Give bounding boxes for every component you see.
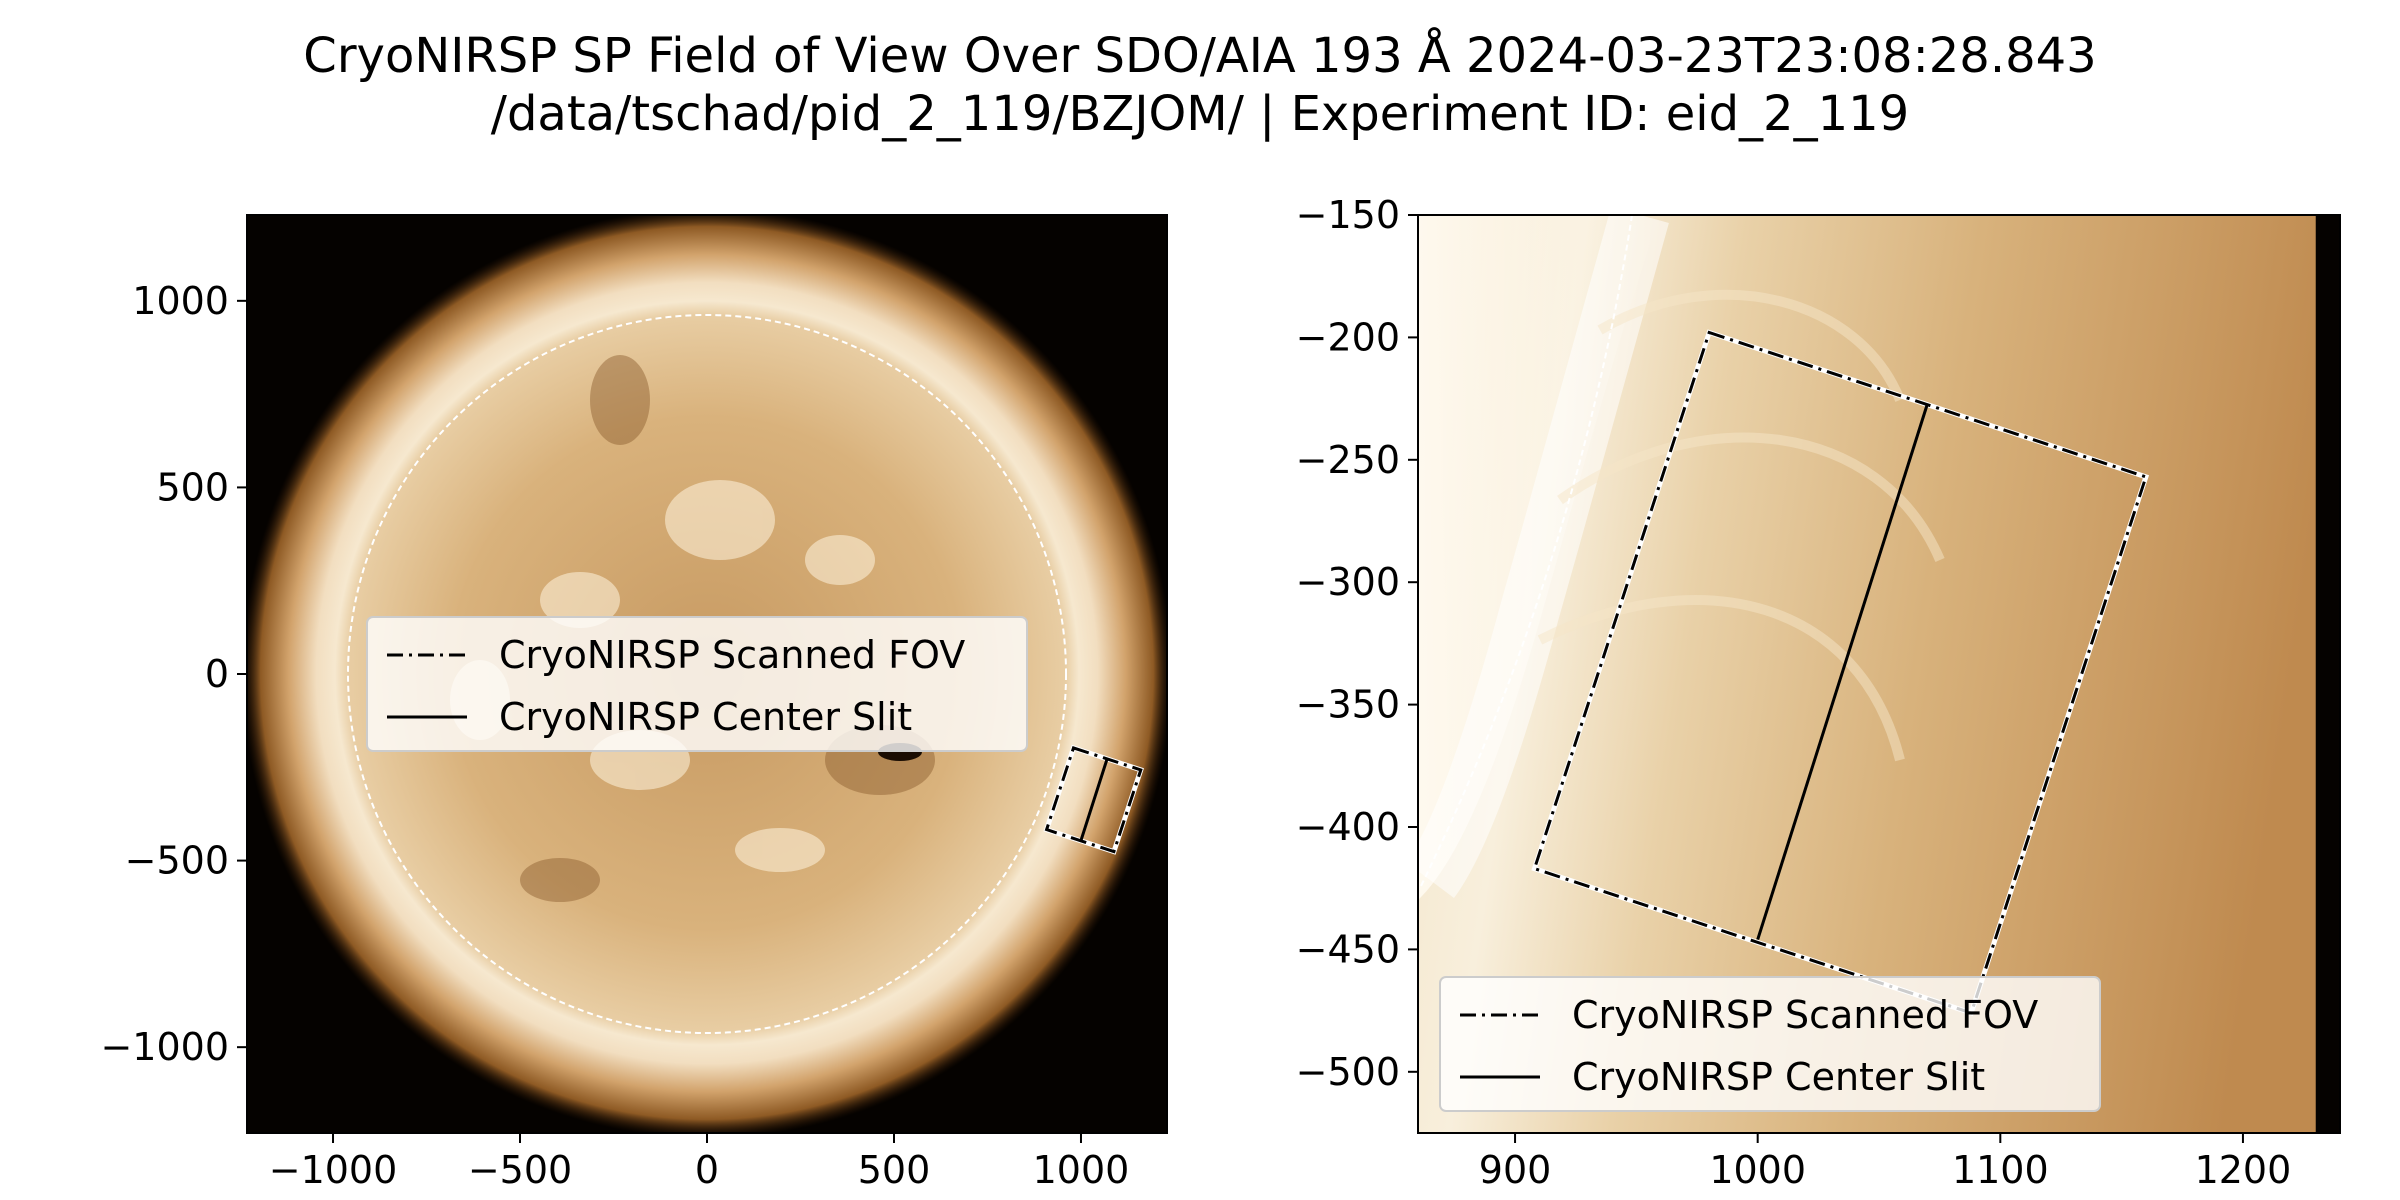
y-tick-label: −300	[1296, 560, 1400, 604]
right-axes: 900 1000 1100 1200 −500 −450 −400 −350 −300 −250 −…	[1296, 193, 2292, 1192]
solar-limb-arc	[1419, 214, 1633, 889]
zoom-panel: 900 1000 1100 1200 −500 −450 −400 −350 −300 −250 −…	[1296, 193, 2341, 1192]
limb-edge-glow	[1418, 215, 1669, 898]
y-tick-label: 1000	[132, 279, 229, 323]
left-axes: −1000 −500 0 500 1000 −1000 −500 0 500 1000	[100, 279, 1129, 1192]
x-tick-label: 1100	[1952, 1148, 2049, 1192]
legend-box	[1439, 976, 2101, 1112]
y-tick-label: −400	[1296, 805, 1400, 849]
y-tick-label: −200	[1296, 315, 1400, 359]
x-tick-label: 900	[1479, 1148, 1552, 1192]
coronal-loops	[1537, 289, 1945, 762]
y-tick-label: −450	[1296, 927, 1400, 971]
y-tick-label: −250	[1296, 438, 1400, 482]
center-slit-line	[1079, 758, 1109, 841]
legend-label: CryoNIRSP Scanned FOV	[499, 633, 965, 677]
y-tick-label: −1000	[100, 1025, 229, 1069]
figure-title-line-1: CryoNIRSP SP Field of View Over SDO/AIA …	[303, 28, 2097, 84]
y-tick-label: −500	[1296, 1050, 1400, 1094]
x-tick-label: −1000	[269, 1148, 398, 1192]
full-disk-panel: −1000 −500 0 500 1000 −1000 −500 0 500 1000 CryoN…	[100, 214, 1168, 1192]
scanned-fov-outline	[1044, 746, 1143, 854]
legend-label: CryoNIRSP Center Slit	[499, 695, 912, 739]
left-legend: CryoNIRSP Scanned FOV CryoNIRSP Center Sl…	[366, 616, 1028, 752]
x-tick-label: 1000	[1033, 1148, 1130, 1192]
solar-limb-circle	[346, 313, 1068, 1035]
x-tick-label: 1000	[1709, 1148, 1806, 1192]
x-tick-label: −500	[468, 1148, 572, 1192]
figure-title-line-2: /data/tschad/pid_2_119/BZJOM/ | Experime…	[490, 86, 1910, 142]
legend-box	[366, 616, 1028, 752]
y-tick-label: −150	[1296, 193, 1400, 237]
zoom-data-edge	[2315, 215, 2340, 1133]
x-tick-label: 1200	[2195, 1148, 2292, 1192]
right-axes-frame	[1417, 214, 2341, 1134]
legend-label: CryoNIRSP Center Slit	[1572, 1055, 1985, 1099]
right-legend: CryoNIRSP Scanned FOV CryoNIRSP Center Sl…	[1439, 976, 2101, 1112]
x-tick-label: 0	[695, 1148, 719, 1192]
x-tick-label: 500	[858, 1148, 931, 1192]
legend-label: CryoNIRSP Scanned FOV	[1572, 993, 2038, 1037]
center-slit-line	[1756, 403, 1929, 941]
y-tick-label: 500	[156, 465, 229, 509]
y-tick-label: 0	[205, 652, 229, 696]
left-overlay	[346, 313, 1144, 1035]
y-tick-label: −350	[1296, 683, 1400, 727]
y-tick-label: −500	[125, 839, 229, 883]
